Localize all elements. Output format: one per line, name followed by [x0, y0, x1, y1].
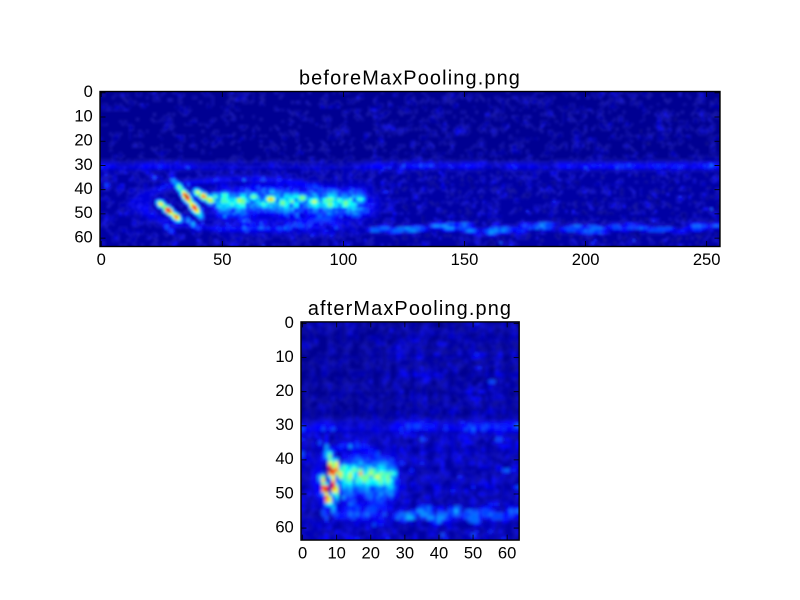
svg-text:60: 60: [498, 544, 516, 563]
svg-text:60: 60: [275, 517, 293, 536]
svg-text:beforeMaxPooling.png: beforeMaxPooling.png: [299, 68, 521, 90]
svg-text:30: 30: [396, 544, 414, 563]
svg-text:0: 0: [298, 544, 307, 563]
svg-text:60: 60: [74, 227, 92, 246]
svg-text:20: 20: [275, 381, 293, 400]
svg-text:40: 40: [275, 449, 293, 468]
svg-text:10: 10: [74, 106, 92, 125]
svg-text:30: 30: [74, 155, 92, 174]
svg-text:0: 0: [84, 82, 93, 101]
svg-text:30: 30: [275, 415, 293, 434]
svg-text:0: 0: [97, 250, 106, 269]
svg-text:50: 50: [464, 544, 482, 563]
svg-text:200: 200: [572, 250, 600, 269]
svg-text:250: 250: [693, 250, 721, 269]
svg-text:100: 100: [330, 250, 358, 269]
svg-text:0: 0: [285, 313, 294, 332]
svg-text:10: 10: [275, 347, 293, 366]
svg-text:150: 150: [451, 250, 479, 269]
svg-text:afterMaxPooling.png: afterMaxPooling.png: [308, 298, 512, 320]
svg-text:10: 10: [327, 544, 345, 563]
svg-text:20: 20: [362, 544, 380, 563]
svg-text:50: 50: [74, 203, 92, 222]
svg-text:40: 40: [430, 544, 448, 563]
svg-text:20: 20: [74, 131, 92, 150]
svg-text:50: 50: [213, 250, 231, 269]
svg-text:50: 50: [275, 483, 293, 502]
svg-text:40: 40: [74, 179, 92, 198]
